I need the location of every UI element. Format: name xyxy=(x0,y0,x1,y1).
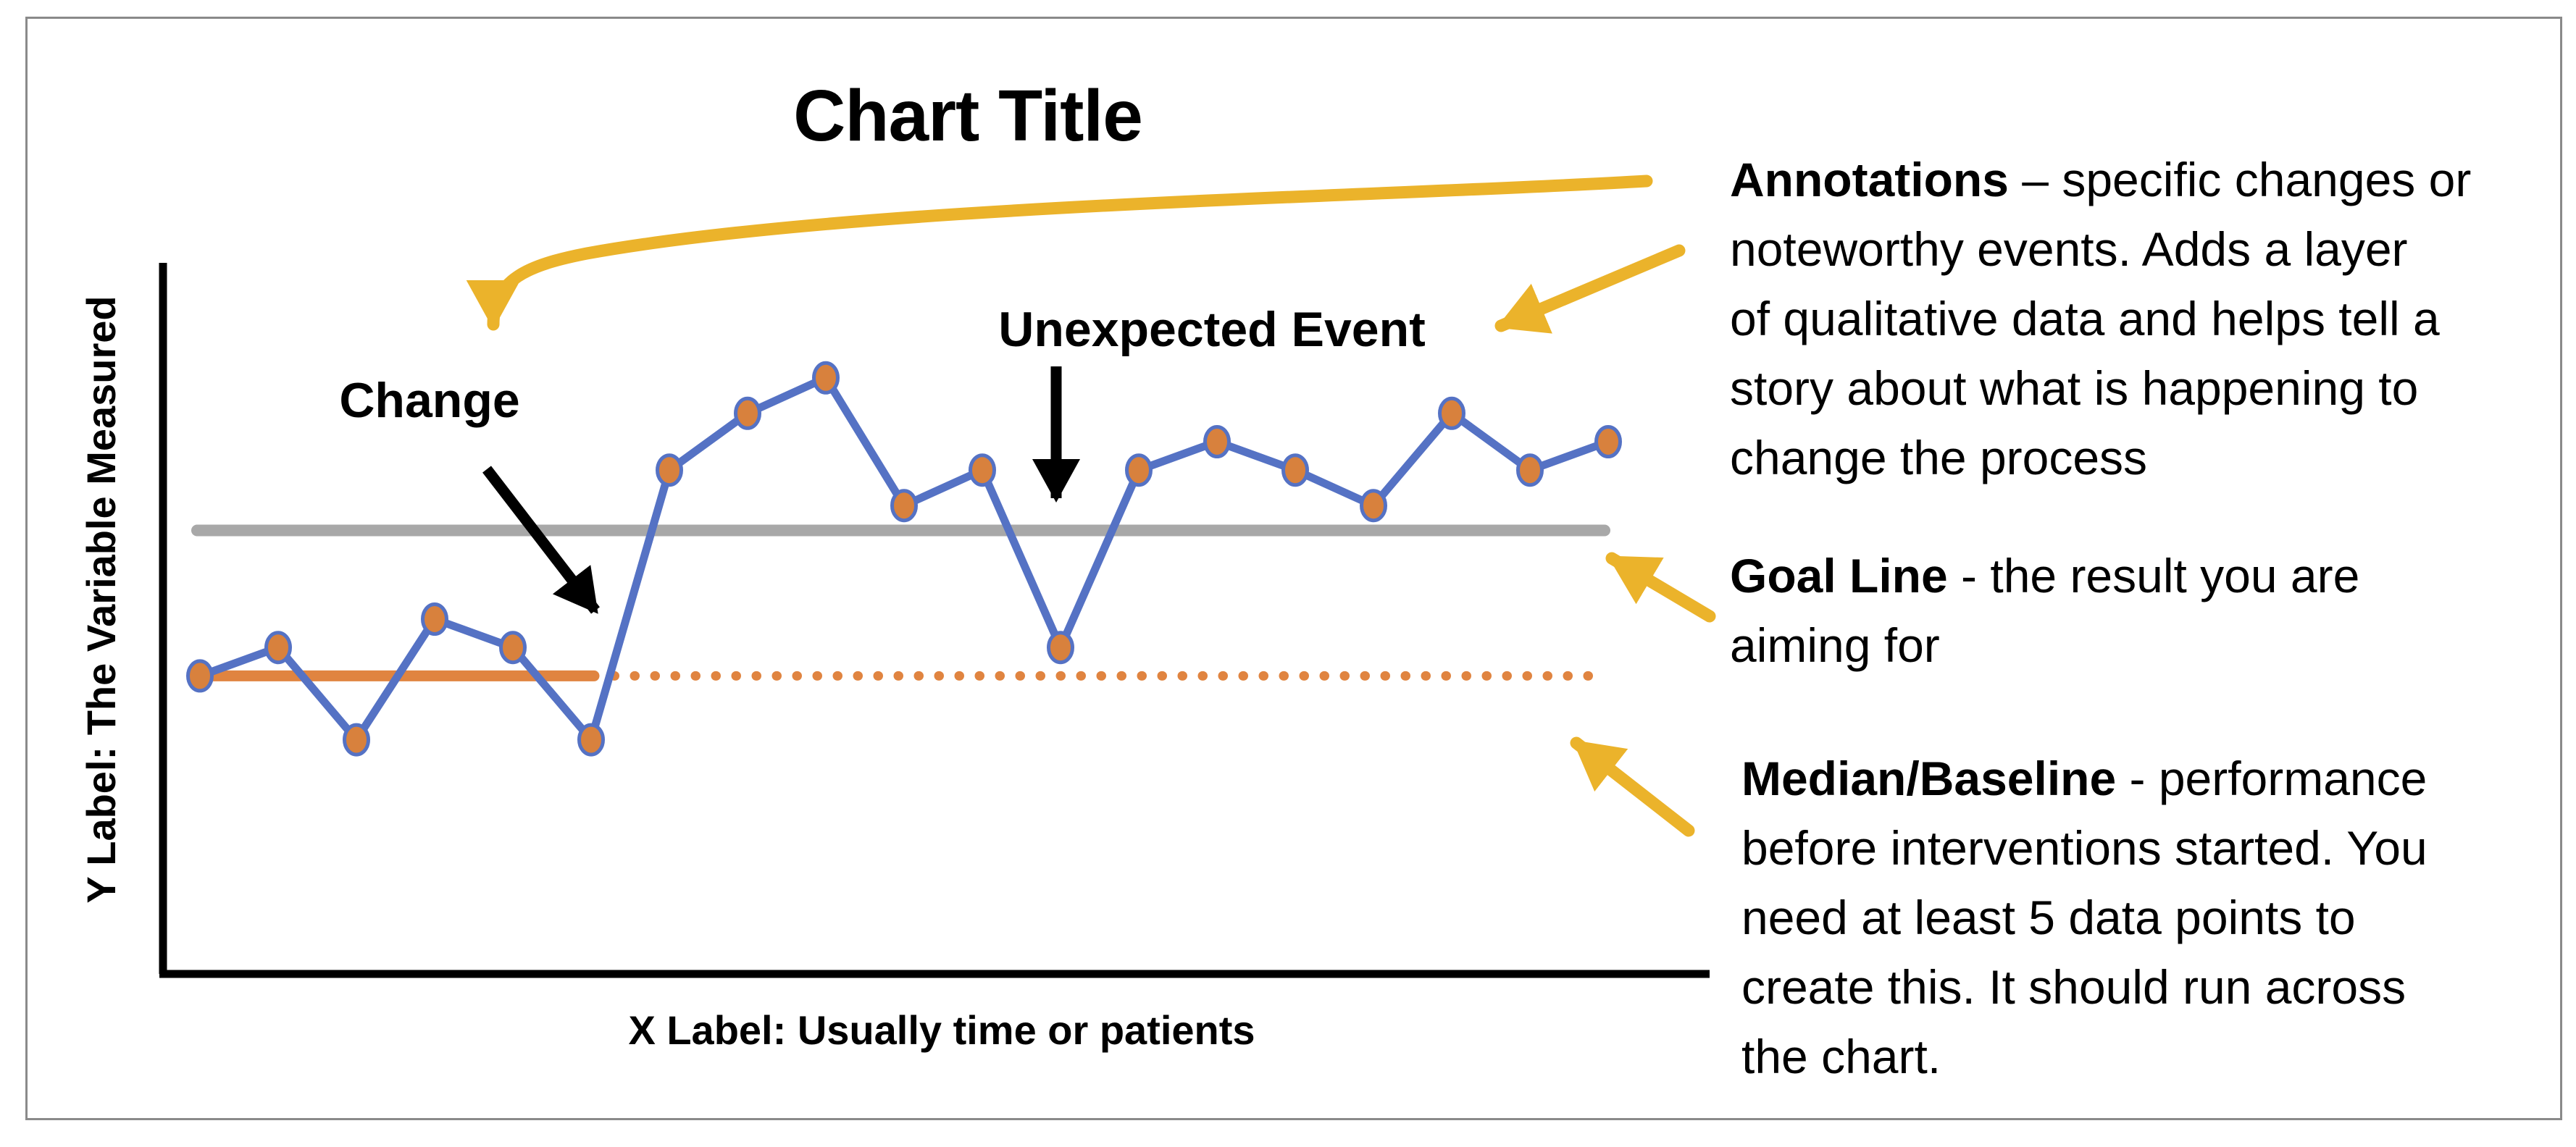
data-point xyxy=(343,723,370,757)
data-point xyxy=(421,602,448,636)
change-annotation-label: Change xyxy=(339,373,520,428)
goal-line-callout-lead: Goal Line xyxy=(1730,549,1948,602)
y-axis-label: Y Label: The Variable Measured xyxy=(78,295,124,904)
x-axis-label: X Label: Usually time or patients xyxy=(628,1007,1255,1053)
data-point xyxy=(186,659,214,693)
median-baseline-callout-text: Median/Baseline - performance before int… xyxy=(1741,752,2427,1083)
data-point xyxy=(1360,489,1387,523)
change-annotation-arrow xyxy=(482,466,600,614)
data-point xyxy=(577,723,605,757)
annotations-callout-curve-arrow xyxy=(466,175,1653,331)
median-baseline-callout-lead: Median/Baseline xyxy=(1741,752,2117,805)
data-point xyxy=(1203,425,1231,458)
data-point xyxy=(890,489,918,523)
goal-line-callout-text: Goal Line - the result you are aiming fo… xyxy=(1730,549,2360,672)
annotations-callout-text: Annotations – specific changes or notewo… xyxy=(1730,153,2472,484)
data-point xyxy=(264,631,292,665)
data-point xyxy=(969,453,996,487)
annotations-callout-arrow xyxy=(1494,244,1686,334)
median-baseline-callout-arrow xyxy=(1570,736,1695,837)
data-point xyxy=(812,361,840,395)
unexpected-event-annotation-label: Unexpected Event xyxy=(998,302,1426,357)
data-point xyxy=(499,631,527,665)
data-point xyxy=(1438,396,1465,430)
chart-title: Chart Title xyxy=(793,75,1143,156)
data-series xyxy=(186,361,1622,757)
annotations-callout-lead: Annotations xyxy=(1730,153,2009,206)
data-point xyxy=(1594,425,1622,458)
data-point xyxy=(1047,631,1074,665)
series-line xyxy=(196,374,1613,744)
data-point xyxy=(1516,453,1544,487)
goal-line-callout-arrow xyxy=(1605,552,1716,623)
figure-border xyxy=(25,17,2562,1120)
data-point xyxy=(656,453,683,487)
data-point xyxy=(1125,453,1153,487)
data-point xyxy=(1281,453,1309,487)
data-point xyxy=(734,396,761,430)
